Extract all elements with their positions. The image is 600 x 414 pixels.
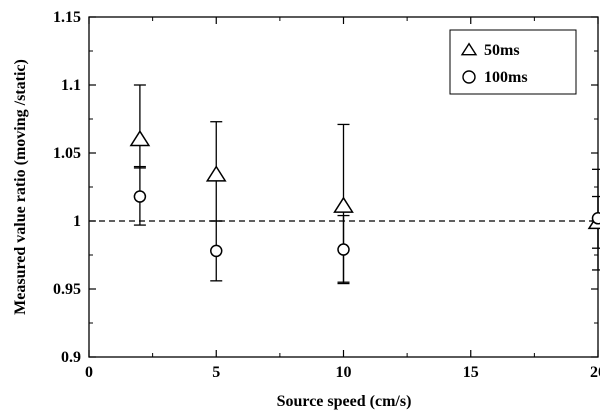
y-tick-label: 1.15 xyxy=(53,9,81,26)
point-100ms xyxy=(210,244,223,258)
legend-triangle-marker xyxy=(460,42,478,56)
y-tick-label: 0.9 xyxy=(61,349,81,366)
point-100ms xyxy=(337,243,350,256)
x-tick-label: 10 xyxy=(336,364,352,381)
legend-label-50ms: 50ms xyxy=(484,42,520,59)
y-axis-title: Measured value ratio (moving /static) xyxy=(12,59,29,315)
legend-circle-marker xyxy=(462,70,476,84)
x-tick-label: 0 xyxy=(85,364,93,381)
legend: 50ms 100ms xyxy=(449,29,577,95)
point-50ms xyxy=(129,129,151,147)
y-tick-label: 1 xyxy=(73,213,81,230)
x-tick-label: 20 xyxy=(590,364,600,381)
point-100ms xyxy=(133,190,147,203)
point-50ms xyxy=(333,196,354,213)
x-axis-title: Source speed (cm/s) xyxy=(277,393,412,410)
point-50ms xyxy=(205,165,227,182)
x-tick-label: 5 xyxy=(212,364,220,381)
y-tick-label: 1.05 xyxy=(53,145,81,162)
x-tick-label: 15 xyxy=(463,364,479,381)
y-tick-label: 1.1 xyxy=(61,77,81,94)
y-tick-label: 0.95 xyxy=(53,281,81,298)
legend-label-100ms: 100ms xyxy=(484,69,528,86)
point-100ms xyxy=(591,212,600,225)
